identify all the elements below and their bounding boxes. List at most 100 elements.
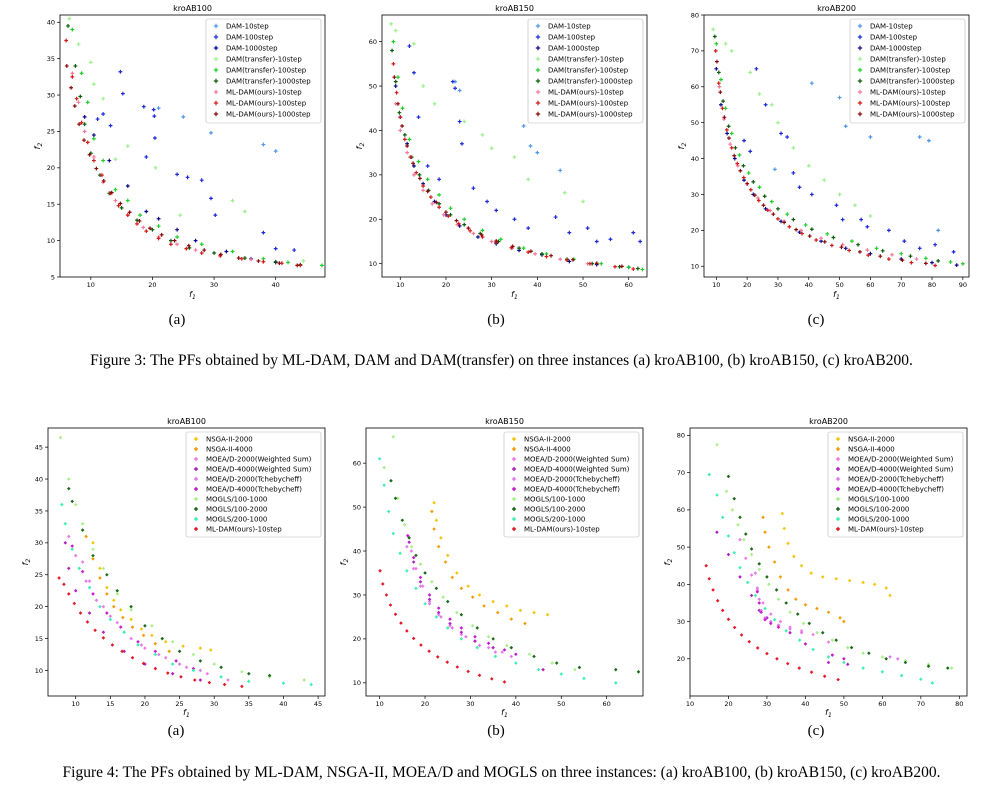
data-point — [439, 536, 443, 540]
y-axis-label: f2 — [663, 559, 674, 566]
legend-marker — [511, 466, 517, 472]
data-point — [797, 666, 802, 670]
data-point — [459, 630, 464, 635]
data-point — [786, 541, 790, 546]
legend-box — [849, 18, 966, 124]
x-tick-label: 35 — [245, 700, 253, 708]
data-point — [926, 662, 931, 667]
data-point — [533, 252, 537, 256]
data-point — [198, 678, 203, 682]
series-2 — [409, 549, 505, 654]
data-point — [423, 601, 427, 606]
data-point — [454, 218, 459, 223]
data-point — [445, 660, 450, 664]
data-point — [207, 680, 212, 685]
data-point — [242, 256, 247, 260]
data-point — [836, 677, 840, 682]
series-2 — [82, 114, 278, 265]
data-point — [416, 159, 421, 164]
data-point — [115, 620, 120, 625]
data-point — [64, 64, 69, 68]
data-point — [517, 246, 521, 251]
legend-label: MOGLS/100-1000 — [848, 495, 909, 503]
data-point — [714, 66, 719, 71]
data-point — [432, 527, 436, 531]
data-point — [125, 184, 130, 188]
data-point — [771, 212, 776, 217]
data-point — [77, 566, 81, 571]
series-9 — [378, 568, 507, 684]
data-point — [795, 612, 800, 616]
data-point — [72, 601, 77, 606]
data-point — [456, 221, 461, 226]
legend-marker — [213, 45, 219, 51]
data-point — [73, 588, 78, 593]
series-3 — [711, 27, 873, 218]
y-tick-label: 80 — [677, 432, 685, 440]
data-point — [120, 91, 125, 96]
data-point — [443, 560, 448, 564]
data-point — [423, 571, 427, 575]
data-point — [84, 534, 88, 539]
data-point — [486, 634, 491, 639]
data-point — [378, 568, 382, 573]
y-tick-label: 20 — [353, 635, 361, 643]
x-tick-label: 60 — [878, 700, 886, 708]
data-point — [729, 145, 734, 150]
data-point — [286, 260, 290, 265]
data-point — [199, 242, 204, 247]
legend-marker — [535, 56, 541, 62]
series-0 — [91, 541, 213, 652]
data-point — [125, 198, 130, 203]
data-point — [888, 593, 892, 598]
data-point — [558, 168, 563, 173]
data-point — [418, 575, 423, 580]
data-point — [466, 584, 470, 588]
data-point — [872, 582, 877, 587]
data-point — [820, 630, 825, 635]
data-point — [129, 608, 133, 612]
data-point — [480, 132, 485, 137]
data-point — [91, 136, 96, 141]
legend-label: DAM(transfer)-1000step — [870, 77, 955, 85]
figure3-caption: Figure 3: The PFs obtained by ML-DAM, DA… — [90, 352, 913, 369]
data-point — [486, 641, 491, 646]
y-tick-label: 15 — [35, 635, 43, 643]
data-point — [587, 261, 592, 266]
data-point — [581, 199, 585, 204]
y-tick-label: 60 — [677, 506, 685, 514]
data-point — [148, 226, 152, 231]
data-point — [838, 616, 842, 620]
y-tick-label: 50 — [353, 503, 361, 511]
data-point — [843, 124, 848, 129]
x-tick-label: 10 — [396, 281, 404, 289]
data-point — [741, 163, 746, 168]
data-point — [477, 593, 482, 597]
data-point — [847, 578, 852, 583]
data-point — [212, 251, 216, 255]
data-point — [749, 593, 754, 598]
data-point — [866, 253, 871, 258]
data-point — [405, 568, 409, 573]
data-point — [430, 201, 435, 206]
data-point — [755, 586, 760, 590]
plot-frame — [689, 427, 968, 697]
x-tick-label: 30 — [466, 700, 474, 708]
data-point — [170, 639, 175, 644]
data-point — [421, 84, 426, 88]
fig4-sublabel-c: (c) — [807, 723, 825, 739]
data-point — [732, 156, 737, 161]
legend-marker — [857, 23, 863, 29]
data-point — [471, 231, 476, 236]
data-point — [445, 626, 450, 630]
data-point — [518, 608, 523, 613]
data-point — [118, 201, 123, 206]
data-point — [540, 252, 544, 256]
data-point — [427, 601, 432, 606]
data-point — [185, 175, 190, 180]
data-point — [218, 252, 223, 257]
data-point — [122, 630, 126, 634]
data-point — [726, 124, 731, 129]
data-point — [788, 610, 792, 615]
data-point — [178, 213, 183, 218]
